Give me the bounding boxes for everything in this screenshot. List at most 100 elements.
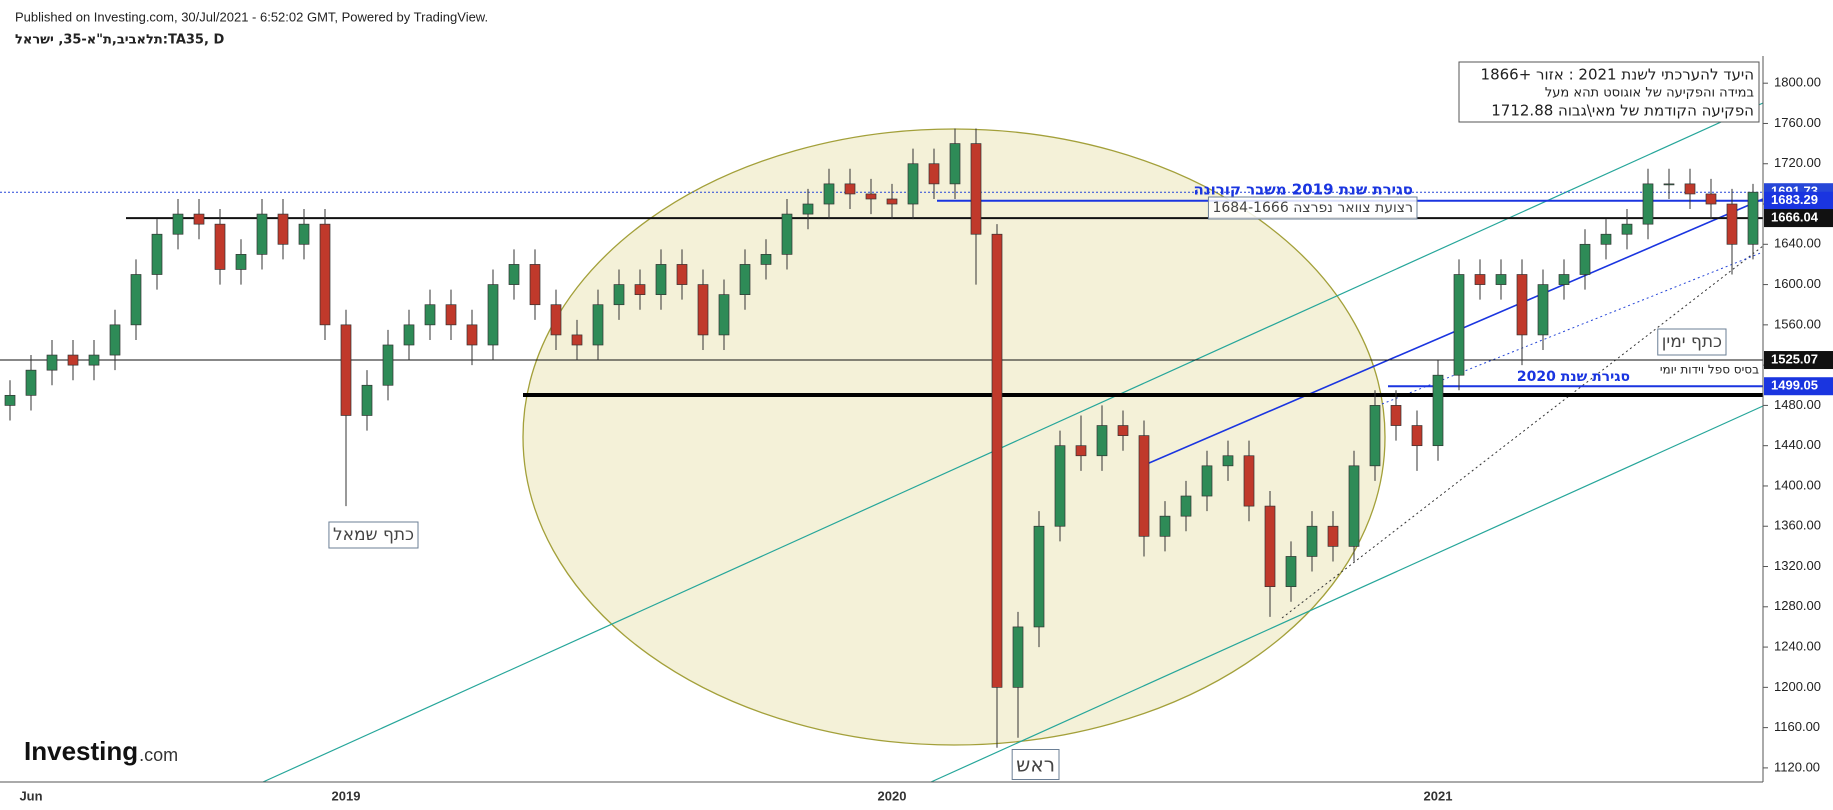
- candle-body: [634, 284, 646, 295]
- candle-body: [46, 354, 58, 371]
- y-tick-label: 1440.00: [1774, 437, 1821, 452]
- note-line: הפקיעה הקודמת של מאי\גבוה 1712.88: [1491, 102, 1754, 120]
- candle-body: [1369, 405, 1381, 467]
- candle-body: [1642, 183, 1654, 225]
- price-tag: [1764, 377, 1833, 396]
- candle-body: [1222, 455, 1234, 467]
- annotation: בסיס ספל וידות יומי: [1660, 363, 1759, 377]
- logo: Investing: [24, 736, 138, 766]
- candle-body: [277, 213, 289, 245]
- published-note: Published on Investing.com, 30/Jul/2021 …: [15, 9, 488, 24]
- price-tag-label: 1525.07: [1771, 351, 1818, 366]
- annotation: סגירת שנת 2020: [1517, 369, 1630, 385]
- x-tick-label: 2020: [878, 788, 907, 803]
- candle-body: [718, 294, 730, 336]
- pattern-ellipse: [522, 128, 1386, 746]
- logo-suffix: .com: [139, 745, 178, 765]
- y-tick-label: 1120.00: [1774, 759, 1820, 774]
- y-tick-label: 1560.00: [1774, 316, 1821, 331]
- candle-body: [1159, 515, 1171, 537]
- price-lines: [0, 191, 1763, 388]
- candle-body: [781, 213, 793, 255]
- annotation: כתף ימין: [1662, 332, 1722, 352]
- candle-body: [592, 304, 604, 346]
- y-tick-label: 1640.00: [1774, 236, 1821, 251]
- x-tick-label: 2019: [332, 788, 361, 803]
- candle-body: [886, 198, 898, 205]
- candle-body: [403, 324, 415, 346]
- note-line: היעד להערכתי לשנת 2021 : אזור +1866: [1481, 66, 1754, 84]
- y-tick-label: 1600.00: [1774, 276, 1821, 291]
- candle-body: [1411, 425, 1423, 447]
- candle-body: [172, 213, 184, 235]
- candle-body: [949, 143, 961, 185]
- price-tag-label: 1666.04: [1771, 210, 1819, 225]
- x-tick-label: Jun: [19, 788, 42, 803]
- candle-body: [466, 324, 478, 346]
- channel-lower: [930, 405, 1764, 783]
- candle-body: [67, 354, 79, 366]
- candle-body: [214, 223, 226, 270]
- candle-body: [1033, 525, 1045, 628]
- candle-body: [760, 254, 772, 265]
- candle-body: [25, 369, 37, 396]
- annotation-box: [1011, 749, 1060, 780]
- candle-body: [1621, 223, 1633, 235]
- y-tick-label: 1360.00: [1774, 518, 1821, 533]
- y-tick-label: 1720.00: [1774, 155, 1821, 170]
- candle-body: [655, 264, 667, 295]
- candle-body: [1201, 465, 1213, 497]
- candle-body: [508, 264, 520, 285]
- candle-body: [1054, 445, 1066, 527]
- candle-body: [445, 304, 457, 326]
- candle-body: [1180, 495, 1192, 517]
- y-tick-label: 1320.00: [1774, 558, 1821, 573]
- candle-body: [382, 344, 394, 386]
- candle-body: [676, 264, 688, 285]
- dotted-trend: [1281, 245, 1764, 619]
- candle-body: [1747, 191, 1759, 245]
- candle-body: [1138, 435, 1150, 537]
- candle-body: [739, 264, 751, 295]
- candle-body: [1117, 425, 1129, 436]
- candle-body: [823, 183, 835, 205]
- candle-body: [1075, 445, 1087, 457]
- candle-body: [1306, 525, 1318, 557]
- annotation-box: [328, 521, 419, 549]
- candle-body: [571, 334, 583, 346]
- price-tag-label: 1683.29: [1771, 192, 1818, 207]
- candle-body: [340, 324, 352, 416]
- y-tick-label: 1160.00: [1774, 719, 1820, 734]
- x-tick-label: 2021: [1424, 788, 1453, 803]
- candle-body: [298, 223, 310, 245]
- candle-body: [529, 264, 541, 306]
- candle-body: [1327, 525, 1339, 547]
- annotation: כתף שמאל: [333, 525, 414, 545]
- candle-body: [1495, 274, 1507, 285]
- candle-body: [1243, 455, 1255, 507]
- candle-body: [844, 183, 856, 195]
- candles: [4, 128, 1759, 748]
- candle-body: [1264, 505, 1276, 588]
- candle-body: [1285, 556, 1297, 588]
- candle-body: [1516, 274, 1528, 336]
- candle-body: [1348, 465, 1360, 547]
- y-tick-label: 1400.00: [1774, 477, 1821, 492]
- annotation: רצועת צוואר נפרצה 1684-1666: [1212, 200, 1413, 216]
- price-tag-label: 1499.05: [1771, 378, 1818, 393]
- trend-line: [1141, 198, 1764, 467]
- candle-body: [865, 193, 877, 200]
- y-tick-label: 1760.00: [1774, 115, 1821, 130]
- candle-body: [1432, 374, 1444, 447]
- y-tick-label: 1280.00: [1774, 598, 1821, 613]
- y-tick-label: 1240.00: [1774, 639, 1821, 654]
- y-tick-label: 1800.00: [1774, 75, 1821, 90]
- candle-body: [1474, 274, 1486, 285]
- candle-body: [1096, 425, 1108, 457]
- candle-body: [1663, 183, 1675, 186]
- candle-body: [1453, 274, 1465, 376]
- candle-body: [1705, 193, 1717, 205]
- candle-body: [319, 223, 331, 326]
- candle-body: [1726, 203, 1738, 245]
